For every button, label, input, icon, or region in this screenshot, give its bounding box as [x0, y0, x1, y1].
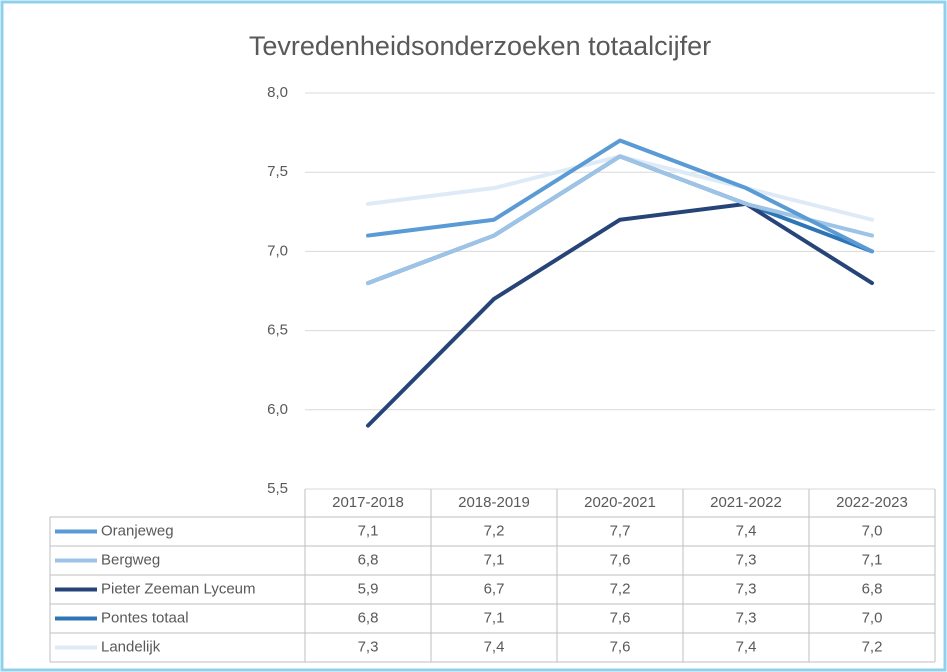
x-tick-label: 2018-2019	[458, 494, 530, 511]
y-tick-label: 6,0	[267, 401, 288, 418]
table-value: 7,3	[736, 551, 757, 568]
table-value: 7,7	[610, 522, 631, 539]
table-value: 6,7	[484, 580, 505, 597]
x-tick-label: 2021-2022	[710, 494, 782, 511]
table-value: 7,3	[736, 580, 757, 597]
series-line	[366, 201, 874, 428]
x-tick-label: 2022-2023	[836, 494, 908, 511]
table-value: 6,8	[358, 609, 379, 626]
table-value: 7,4	[736, 522, 757, 539]
legend-label: Pontes totaal	[101, 609, 189, 626]
table-value: 5,9	[358, 580, 379, 597]
y-tick-label: 7,0	[267, 242, 288, 259]
x-tick-label: 2020-2021	[584, 494, 656, 511]
table-value: 7,6	[610, 551, 631, 568]
y-tick-label: 8,0	[267, 84, 288, 101]
legend-label: Oranjeweg	[101, 522, 174, 539]
table-value: 7,1	[358, 522, 379, 539]
table-value: 7,1	[484, 609, 505, 626]
y-tick-label: 5,5	[267, 480, 288, 497]
table-value: 7,0	[862, 609, 883, 626]
table-value: 7,3	[358, 638, 379, 655]
table-value: 6,8	[862, 580, 883, 597]
table-value: 6,8	[358, 551, 379, 568]
table-value: 7,2	[484, 522, 505, 539]
table-value: 7,0	[862, 522, 883, 539]
table-value: 7,2	[862, 638, 883, 655]
series-line	[366, 138, 874, 254]
table-value: 7,6	[610, 609, 631, 626]
legend-label: Pieter Zeeman Lyceum	[101, 580, 256, 597]
table-value: 7,1	[862, 551, 883, 568]
x-tick-label: 2017-2018	[332, 494, 404, 511]
y-tick-label: 7,5	[267, 163, 288, 180]
table-value: 7,3	[736, 609, 757, 626]
table-value: 7,1	[484, 551, 505, 568]
y-tick-label: 6,5	[267, 322, 288, 339]
legend-label: Landelijk	[101, 638, 161, 655]
legend-label: Bergweg	[101, 551, 160, 568]
chart-title: Tevredenheidsonderzoeken totaalcijfer	[249, 31, 711, 61]
table-value: 7,6	[610, 638, 631, 655]
table-value: 7,4	[736, 638, 757, 655]
series-line	[366, 154, 874, 286]
table-value: 7,4	[484, 638, 505, 655]
table-value: 7,2	[610, 580, 631, 597]
